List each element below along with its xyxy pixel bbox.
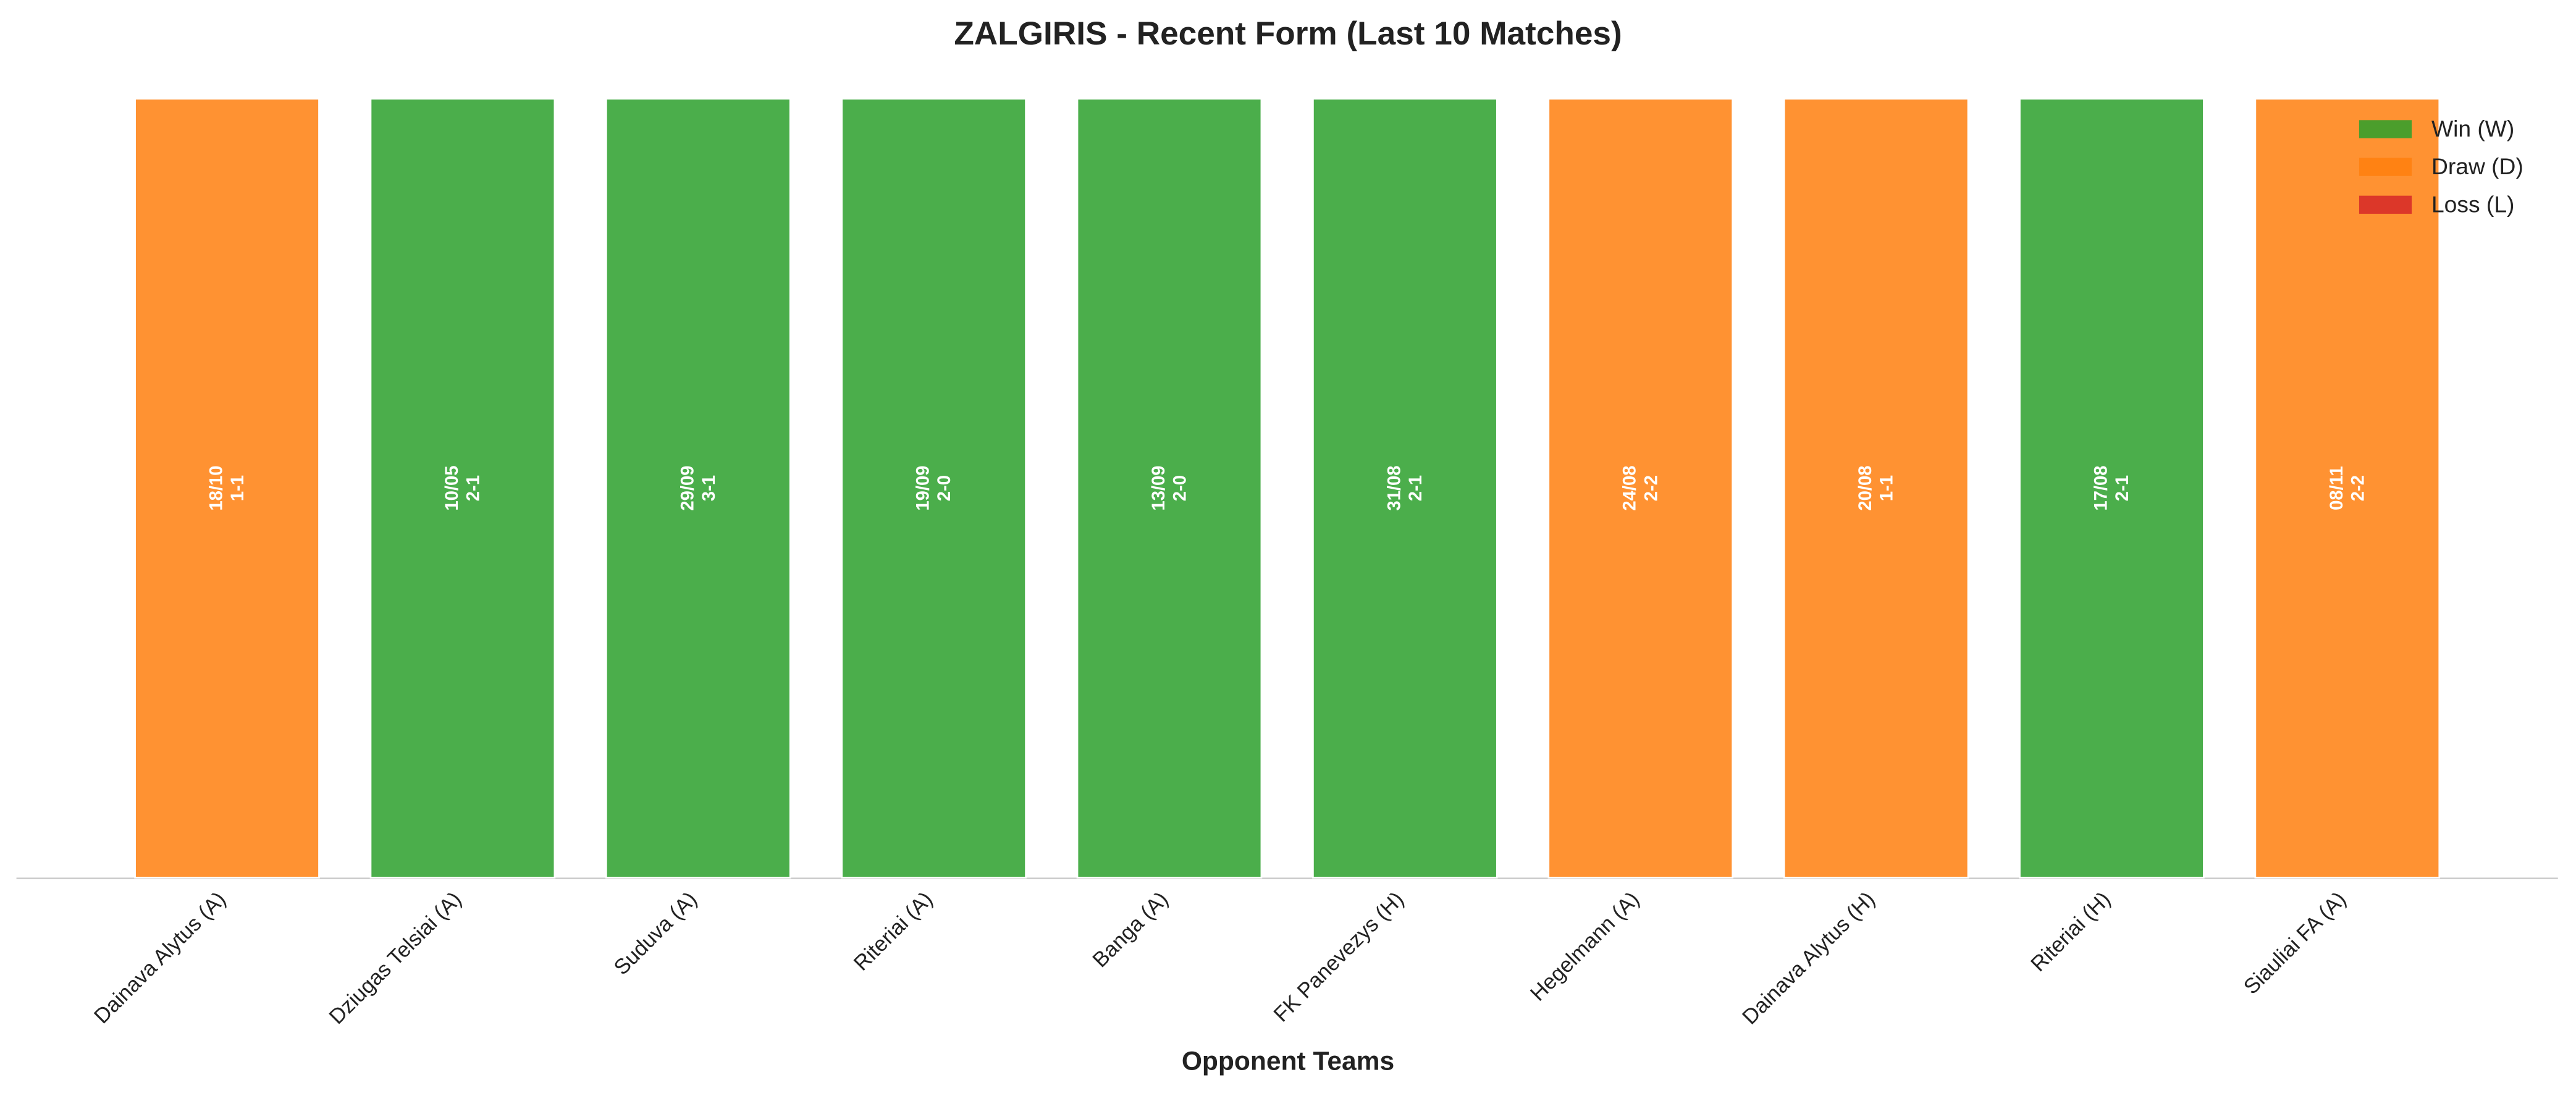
legend-swatch (2359, 158, 2412, 176)
legend-label: Draw (D) (2431, 153, 2523, 179)
legend-swatch (2359, 195, 2412, 214)
match-score: 2-1 (1406, 475, 1426, 501)
bar (2019, 98, 2205, 879)
match-score: 2-2 (1641, 475, 1661, 501)
x-axis-label: Opponent Teams (1182, 1047, 1394, 1076)
match-date: 13/09 (1149, 465, 1169, 510)
bar (841, 98, 1027, 879)
bar (1312, 98, 1498, 879)
match-score: 1-1 (228, 475, 248, 501)
match-score: 2-0 (935, 475, 954, 501)
match-score: 2-1 (463, 475, 483, 501)
bar-label: 17/08 2-1 (2091, 465, 2132, 510)
match-date: 19/09 (914, 465, 933, 510)
match-score: 2-0 (1171, 475, 1190, 501)
bar-label: 08/11 2-2 (2327, 466, 2368, 510)
bar (1783, 98, 1969, 879)
match-score: 3-1 (699, 475, 719, 501)
match-date: 29/09 (678, 465, 697, 510)
match-score: 1-1 (1877, 475, 1897, 501)
match-score: 2-2 (2348, 475, 2368, 501)
bar-label: 19/09 2-0 (914, 465, 955, 510)
legend-label: Loss (L) (2431, 191, 2514, 217)
match-date: 08/11 (2327, 466, 2347, 510)
bar (1076, 98, 1263, 879)
match-score: 2-1 (2113, 475, 2132, 501)
legend-swatch (2359, 120, 2412, 138)
match-date: 20/08 (1856, 465, 1875, 510)
bar-label: 20/08 1-1 (1856, 465, 1897, 510)
bar (369, 98, 556, 879)
bar-label: 10/05 2-1 (442, 465, 484, 510)
legend-label: Win (W) (2431, 116, 2514, 141)
bar (605, 98, 791, 879)
match-date: 10/05 (442, 465, 462, 510)
chart-title: ZALGIRIS - Recent Form (Last 10 Matches) (954, 15, 1622, 52)
match-date: 31/08 (1384, 465, 1404, 510)
bar (1547, 98, 1733, 879)
match-date: 17/08 (2091, 465, 2111, 510)
match-date: 18/10 (207, 465, 227, 510)
bar-label: 13/09 2-0 (1149, 465, 1190, 510)
bar-label: 31/08 2-1 (1384, 465, 1426, 510)
bar-label: 18/10 1-1 (207, 465, 248, 510)
match-date: 24/08 (1620, 465, 1640, 510)
bar-label: 24/08 2-2 (1620, 465, 1662, 510)
bar (134, 98, 320, 879)
bar (2254, 98, 2441, 879)
bar-label: 29/09 3-1 (678, 465, 719, 510)
